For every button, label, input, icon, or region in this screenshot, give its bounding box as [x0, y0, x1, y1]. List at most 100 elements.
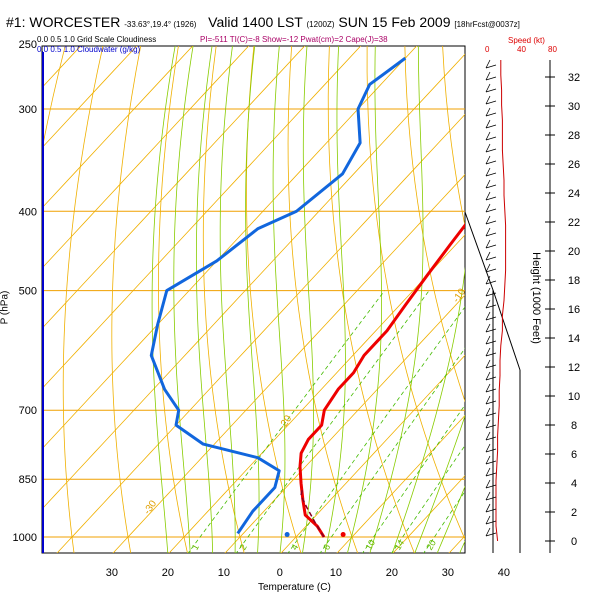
chart-title: #1: WORCESTER -33.63°,19.4° (1926) Valid… — [6, 14, 520, 30]
wind-barb — [485, 143, 491, 153]
wind-barb — [485, 112, 497, 117]
wind-barb — [485, 448, 497, 453]
isotherm-line — [392, 475, 465, 553]
dry-adiabat-line — [246, 46, 302, 553]
isotherm-line — [42, 53, 465, 510]
pressure-tick-label: 500 — [19, 286, 37, 298]
wind-barb — [485, 287, 491, 297]
title-station: #1: WORCESTER — [6, 14, 121, 30]
wind-barb — [485, 88, 497, 93]
wind-barb — [485, 220, 497, 225]
wind-speed-line — [495, 60, 507, 542]
speed-scale-0: 0 — [485, 45, 490, 54]
cloudwater-scale: 0.0 0.5 1.0 Cloudwater (g/kg) — [37, 45, 140, 54]
wind-barb — [485, 275, 491, 285]
wind-barb — [485, 436, 497, 441]
moist-adiabat-line — [219, 46, 236, 553]
wind-barb — [485, 251, 491, 261]
wind-barb — [485, 280, 497, 285]
wind-barb — [485, 340, 497, 345]
moist-adiabat-line — [195, 46, 214, 553]
title-utc: (1200Z) — [306, 20, 335, 29]
parcel-path-line — [300, 487, 325, 538]
wind-barb — [485, 352, 497, 357]
wind-barb — [485, 227, 491, 237]
temperature-tick-label: 10 — [330, 567, 342, 579]
wind-barb — [485, 124, 497, 129]
wind-barb — [485, 323, 491, 333]
height-tick-label: 24 — [568, 188, 580, 200]
wind-barb — [485, 107, 491, 117]
height-tick-label: 22 — [568, 217, 580, 229]
moist-adiabat-line — [302, 46, 314, 553]
wind-barb — [485, 203, 491, 213]
wind-barb — [485, 328, 497, 333]
cloud-scale-label: Grid Scale Cloudiness — [77, 35, 157, 44]
cloudwater-scale-label: Cloudwater (g/kg) — [77, 45, 141, 54]
wind-barb — [485, 364, 497, 369]
isotherm-label: -10 — [451, 286, 469, 305]
height-axis-label: Height (1000 Feet) — [529, 252, 542, 344]
wind-barb — [485, 400, 497, 405]
wind-barb — [485, 376, 497, 381]
height-tick-label: 14 — [568, 333, 580, 345]
wind-barb — [485, 95, 491, 105]
wind-barb — [485, 491, 491, 501]
moist-adiabat-line — [173, 46, 194, 553]
wind-barb — [485, 520, 497, 525]
wind-barb — [485, 71, 491, 81]
dry-adiabat-line — [287, 46, 359, 553]
wind-barb — [485, 239, 491, 249]
wind-barb — [485, 184, 497, 189]
isotherm-line — [56, 113, 465, 553]
mixing-ratio-line — [391, 444, 465, 553]
wind-barb — [485, 412, 497, 417]
wind-barb — [485, 136, 497, 141]
title-valid: Valid 1400 LST — [208, 14, 303, 30]
height-tick-label: 10 — [568, 391, 580, 403]
wind-barb — [485, 479, 491, 489]
wind-barb — [485, 256, 497, 261]
surface-point — [284, 532, 290, 538]
title-coords: -33.63°,19.4° (1926) — [124, 20, 197, 29]
height-tick-label: 12 — [568, 362, 580, 374]
cloudwater-scale-values: 0.0 0.5 1.0 — [37, 45, 75, 54]
wind-barb — [485, 527, 491, 537]
wind-barb — [485, 172, 497, 177]
mixing-ratio-line — [187, 290, 385, 553]
wind-barb — [485, 59, 491, 69]
moist-adiabat-line — [414, 414, 465, 553]
speed-scale-40: 40 — [517, 45, 526, 54]
wind-barb — [485, 148, 497, 153]
wind-barb — [485, 299, 491, 309]
wind-barb — [485, 347, 491, 357]
temperature-tick-label: 0 — [277, 567, 283, 579]
temperature-tick-label: 10 — [218, 567, 230, 579]
moist-adiabat-line — [245, 46, 260, 553]
dry-adiabat-line — [111, 46, 142, 553]
mixing-ratio-line — [319, 347, 465, 553]
wind-barb — [485, 316, 497, 321]
dry-adiabat-line — [62, 46, 104, 553]
dry-adiabat-line — [442, 46, 465, 228]
isotherm-label: -20 — [277, 413, 295, 432]
wind-barb — [485, 467, 491, 477]
wind-barb — [485, 472, 497, 477]
mixing-ratio-label: 6 — [321, 542, 332, 551]
wind-barb — [485, 191, 491, 201]
wind-barb — [485, 232, 497, 237]
pressure-tick-label: 850 — [19, 474, 37, 486]
wind-barb — [485, 532, 497, 537]
mixing-ratio-label: 20 — [424, 538, 438, 552]
wind-barb — [485, 83, 491, 93]
stability-indices: PI=-511 TI(C)=-8 Show=-12 Pwat(cm)=2 Cap… — [200, 35, 388, 44]
moist-adiabat-line — [391, 266, 465, 553]
mixing-ratio-label: 2 — [238, 542, 249, 551]
mixing-ratio-label: 1 — [190, 542, 201, 551]
height-tick-label: 4 — [571, 478, 577, 490]
temperature-tick-label: 30 — [106, 567, 118, 579]
wind-barb — [485, 263, 491, 273]
isotherm-line — [224, 294, 465, 553]
